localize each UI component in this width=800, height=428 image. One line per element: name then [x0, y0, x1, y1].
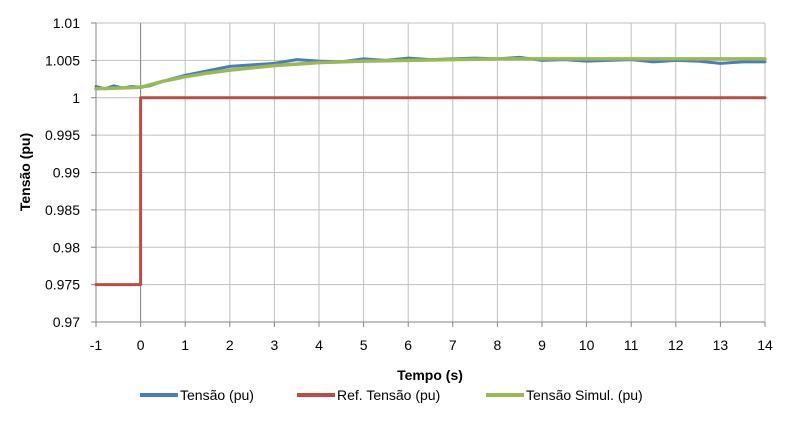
x-tick-label: 4 — [315, 337, 323, 353]
series-line-1 — [94, 55, 767, 91]
legend-label: Tensão Simul. (pu) — [526, 387, 643, 403]
x-tick-label: 8 — [494, 337, 502, 353]
x-tick-label: 9 — [538, 337, 546, 353]
y-tick-label: 0.975 — [45, 277, 80, 293]
legend: Tensão (pu) Ref. Tensão (pu) Tensão Simul.… — [140, 387, 643, 403]
x-tick-label: 7 — [449, 337, 457, 353]
y-tick-label: 0.985 — [45, 202, 80, 218]
y-tick-label: 1.005 — [45, 52, 80, 68]
x-tick-label: 11 — [624, 337, 639, 353]
y-tick-label: 1 — [72, 90, 80, 106]
x-axis-title: Tempo (s) — [397, 367, 463, 383]
series-line-2 — [94, 96, 767, 287]
y-tick-label: 0.98 — [53, 239, 80, 255]
tick-labels: -1 0 1 2 3 4 5 6 7 8 9 10 11 12 13 140.970.9750.980.985… — [45, 15, 773, 353]
x-tick-label: 10 — [579, 337, 595, 353]
x-tick-label: 12 — [668, 337, 684, 353]
y-tick-label: 0.995 — [45, 127, 80, 143]
x-tick-label: 6 — [404, 337, 412, 353]
x-tick-label: 14 — [757, 337, 773, 353]
x-tick-label: 2 — [226, 337, 234, 353]
x-tick-label: 0 — [137, 337, 145, 353]
series-lines — [94, 55, 767, 287]
x-tick-label: -1 — [90, 337, 103, 353]
x-tick-label: 5 — [360, 337, 368, 353]
x-tick-label: 3 — [271, 337, 279, 353]
y-tick-label: 0.99 — [53, 165, 80, 181]
y-tick-label: 1.01 — [53, 15, 80, 31]
legend-label: Ref. Tensão (pu) — [337, 387, 440, 403]
grid-lines — [95, 22, 766, 323]
series-line-3 — [94, 57, 767, 91]
legend-label: Tensão (pu) — [180, 387, 254, 403]
y-axis-title: Tensão (pu) — [17, 133, 33, 211]
x-tick-label: 1 — [181, 337, 189, 353]
y-tick-label: 0.97 — [53, 314, 80, 330]
axes — [91, 22, 766, 327]
x-tick-label: 13 — [713, 337, 729, 353]
